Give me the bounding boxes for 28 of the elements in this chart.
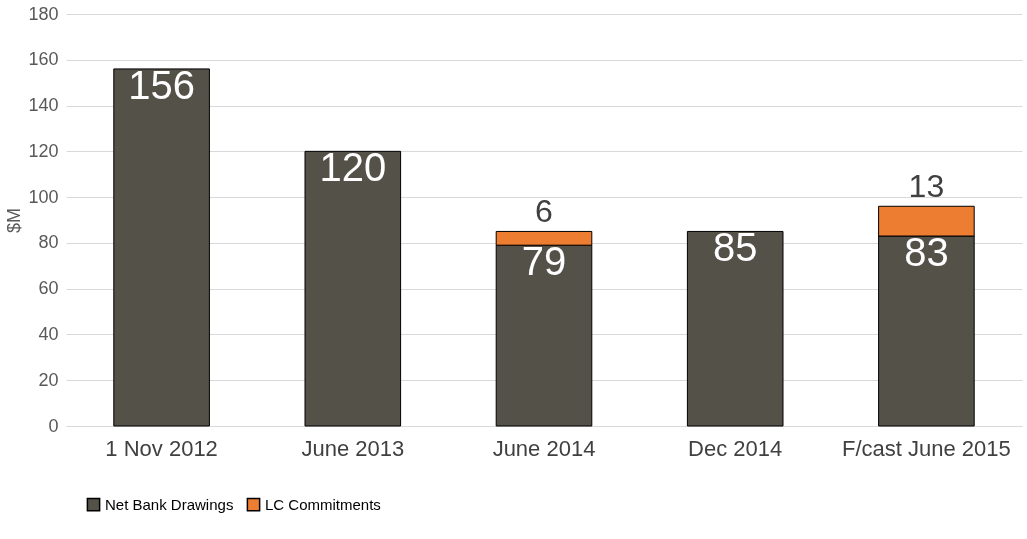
data-label: 120 xyxy=(319,145,387,190)
y-tick-label: 160 xyxy=(28,49,59,70)
data-label: 85 xyxy=(712,225,758,270)
y-tick-label: 140 xyxy=(28,95,59,116)
bar xyxy=(304,150,402,427)
legend-label: LC Commitments xyxy=(265,495,381,513)
data-label: 83 xyxy=(904,230,949,275)
y-tick-label: 100 xyxy=(28,186,59,207)
x-tick-label: June 2013 xyxy=(301,435,405,461)
x-tick-label: June 2014 xyxy=(492,435,596,461)
data-label: 6 xyxy=(535,193,553,230)
x-tick-label: F/cast June 2015 xyxy=(842,435,1011,461)
y-axis-title: $M xyxy=(4,207,25,234)
data-label: 79 xyxy=(521,239,567,284)
y-tick-label: 180 xyxy=(28,3,59,24)
y-tick-label: 40 xyxy=(38,323,59,344)
y-tick-label: 20 xyxy=(38,369,59,390)
data-label: 13 xyxy=(908,168,945,205)
y-tick-label: 80 xyxy=(38,232,59,253)
legend-label: Net Bank Drawings xyxy=(105,495,234,513)
bar xyxy=(686,230,784,427)
data-label: 156 xyxy=(128,62,195,107)
x-tick-label: Dec 2014 xyxy=(688,435,783,461)
bar xyxy=(113,68,210,427)
y-tick-label: 0 xyxy=(48,415,59,436)
x-tick-label: 1 Nov 2012 xyxy=(105,435,218,461)
y-tick-label: 120 xyxy=(28,140,59,161)
y-tick-label: 60 xyxy=(38,278,59,299)
